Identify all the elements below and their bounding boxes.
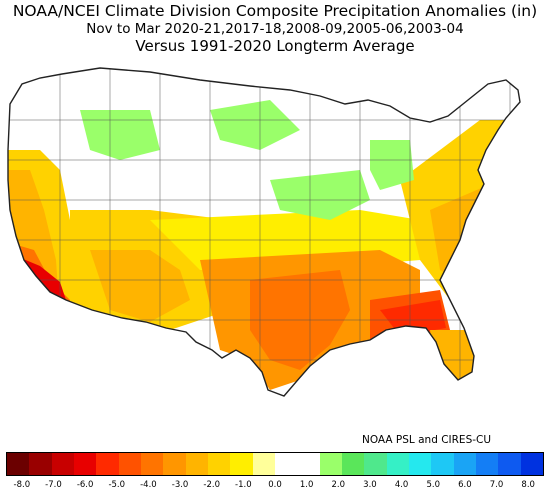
northern-plains-surplus-region: [210, 100, 300, 150]
us-precip-anomaly-map: [7, 67, 521, 397]
color-scale-cell: [319, 453, 342, 475]
map-subtitle-period: Nov to Mar 2020-21,2017-18,2008-09,2005-…: [86, 21, 464, 37]
map-title: NOAA/NCEI Climate Division Composite Pre…: [12, 2, 538, 20]
color-scale-tick: -1.0: [235, 480, 252, 490]
color-scale-tick: -7.0: [45, 480, 62, 490]
georgia-severe-deficit-region: [380, 300, 446, 336]
color-scale-cell: [230, 453, 253, 475]
color-scale-cell: [163, 453, 186, 475]
color-scale-cell: [453, 453, 476, 475]
northern-rockies-surplus-region: [80, 110, 160, 160]
color-scale-tick: 7.0: [489, 480, 504, 490]
climate-division-borders: [8, 68, 520, 396]
color-scale-tick: -3.0: [171, 480, 189, 490]
color-scale-cell: [7, 453, 30, 475]
color-scale-tick: 1.0: [299, 480, 314, 490]
color-scale-tick: -6.0: [76, 480, 94, 490]
color-scale-cell: [364, 453, 387, 475]
color-scale-cell: [475, 453, 499, 475]
color-scale-cell: [431, 453, 454, 475]
color-scale-cell: [73, 453, 97, 475]
color-scale-tick: 3.0: [363, 480, 377, 490]
color-scale-cell: [520, 453, 543, 475]
color-scale-cell: [274, 453, 298, 475]
color-scale-tick: 0.0: [268, 480, 282, 490]
michigan-surplus-region: [370, 140, 414, 190]
map-subtitle-baseline: Versus 1991-2020 Longterm Average: [135, 37, 415, 55]
color-scale-cell: [297, 453, 320, 475]
color-scale-cell: [207, 453, 231, 475]
color-scale-cell: [96, 453, 119, 475]
color-scale-tick-labels: -8.0 -7.0 -6.0 -5.0 -4.0 -3.0 -2.0 -1.0 0.0 1.0 2.…: [6, 480, 544, 492]
color-scale-tick: 5.0: [426, 480, 440, 490]
color-scale-tick: 2.0: [331, 480, 346, 490]
arizona-deficit-region: [90, 250, 190, 322]
color-scale-tick: 6.0: [458, 480, 472, 490]
color-scale-cell: [51, 453, 74, 475]
color-scale-cell: [498, 453, 521, 475]
color-scale-cell: [408, 453, 432, 475]
color-scale-cell: [386, 453, 409, 475]
color-scale-tick: 4.0: [394, 480, 409, 490]
color-scale-tick: -8.0: [13, 480, 31, 490]
color-scale-tick: -5.0: [108, 480, 126, 490]
midwest-surplus-region: [270, 170, 370, 220]
color-scale-cell: [185, 453, 208, 475]
color-scale-legend: [6, 452, 544, 476]
color-scale-cell: [140, 453, 164, 475]
color-scale-cell: [29, 453, 52, 475]
color-scale-tick: -4.0: [140, 480, 157, 490]
data-source-credit: NOAA PSL and CIRES-CU: [362, 434, 492, 446]
color-scale-tick: -2.0: [203, 480, 220, 490]
color-scale-tick: 8.0: [521, 480, 535, 490]
color-scale-cell: [341, 453, 365, 475]
color-scale-cell: [252, 453, 275, 475]
color-scale-cell: [118, 453, 141, 475]
